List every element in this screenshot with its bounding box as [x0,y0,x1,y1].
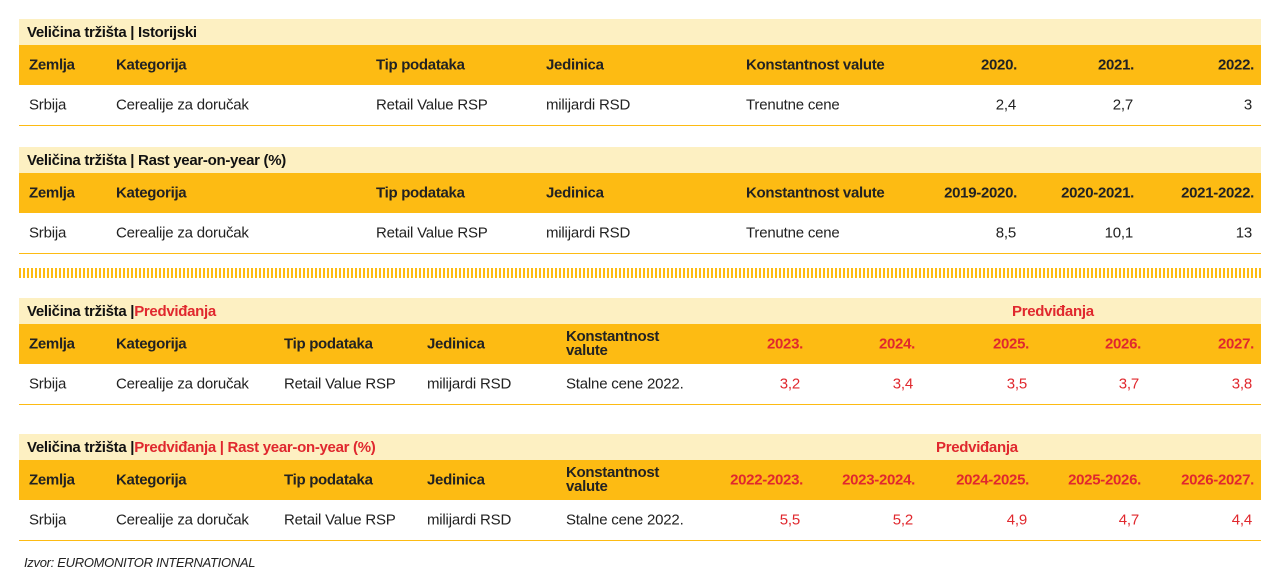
col-year: 2027. [1217,335,1254,353]
col-unit: Jedinica [546,56,604,74]
col-year: 2022. [1217,56,1254,74]
col-year: 2024. [878,335,915,353]
col-data-type: Tip podataka [376,184,465,202]
table-header: Zemlja Kategorija Tip podataka Jedinica … [19,173,1261,213]
col-period: 2022-2023. [730,471,803,489]
cell-value: 3,5 [1006,375,1027,393]
col-period: 2019-2020. [944,184,1017,202]
cell-currency: Trenutne cene [746,96,840,114]
col-country: Zemlja [29,56,75,74]
table-historical-growth: Veličina tržišta | Rast year-on-year (%)… [19,147,1261,254]
cell-data-type: Retail Value RSP [376,224,488,242]
col-unit: Jedinica [427,335,485,353]
table-title: Veličina tržišta | Istorijski [19,19,1261,45]
table-title: Veličina tržišta | Predviđanja Predviđan… [19,298,1261,324]
source-note: Izvor: EUROMONITOR INTERNATIONAL [24,555,256,570]
cell-value: 3,8 [1231,375,1252,393]
cell-value: 4,4 [1231,511,1252,529]
table-forecast-growth: Veličina tržišta | Predviđanja | Rast ye… [19,434,1261,541]
col-data-type: Tip podataka [284,335,373,353]
cell-country: Srbija [29,96,67,114]
col-year: 2020. [980,56,1017,74]
col-country: Zemlja [29,184,75,202]
table-header: Zemlja Kategorija Tip podataka Jedinica … [19,460,1261,500]
col-currency: Konstantnost valute [566,464,660,495]
col-category: Kategorija [116,56,187,74]
cell-value: 4,7 [1118,511,1139,529]
cell-value: 13 [1235,224,1253,242]
col-currency: Konstantnost valute [566,328,660,359]
dotted-divider [19,268,1261,278]
cell-value: 4,9 [1006,511,1027,529]
table-row: Srbija Cerealije za doručak Retail Value… [19,500,1261,541]
cell-value: 3,2 [779,375,800,393]
cell-value: 8,5 [995,224,1016,242]
col-currency: Konstantnost valute [746,184,885,202]
col-unit: Jedinica [546,184,604,202]
table-title: Veličina tržišta | Rast year-on-year (%) [19,147,1261,173]
cell-currency: Stalne cene 2022. [566,375,684,393]
cell-value: 3,4 [892,375,913,393]
table-row: Srbija Cerealije za doručak Retail Value… [19,213,1261,254]
cell-unit: milijardi RSD [427,375,512,393]
cell-data-type: Retail Value RSP [376,96,488,114]
col-category: Kategorija [116,335,187,353]
cell-value: 2,7 [1112,96,1133,114]
col-category: Kategorija [116,471,187,489]
forecast-label: Predviđanja [1012,302,1094,320]
cell-currency: Trenutne cene [746,224,840,242]
col-period: 2021-2022. [1181,184,1254,202]
table-title: Veličina tržišta | Predviđanja | Rast ye… [19,434,1261,460]
col-data-type: Tip podataka [376,56,465,74]
col-data-type: Tip podataka [284,471,373,489]
cell-value: 10,1 [1104,224,1134,242]
cell-value: 2,4 [995,96,1016,114]
col-period: 2026-2027. [1181,471,1254,489]
cell-value: 3 [1243,96,1252,114]
col-country: Zemlja [29,335,75,353]
col-category: Kategorija [116,184,187,202]
table-header: Zemlja Kategorija Tip podataka Jedinica … [19,45,1261,85]
cell-unit: milijardi RSD [427,511,512,529]
cell-value: 5,2 [892,511,913,529]
col-period: 2025-2026. [1068,471,1141,489]
col-country: Zemlja [29,471,75,489]
col-period: 2024-2025. [956,471,1029,489]
col-period: 2023-2024. [842,471,915,489]
col-year: 2021. [1097,56,1134,74]
table-historical: Veličina tržišta | Istorijski Zemlja Kat… [19,19,1261,126]
table-row: Srbija Cerealije za doručak Retail Value… [19,364,1261,405]
table-row: Srbija Cerealije za doručak Retail Value… [19,85,1261,126]
cell-value: 5,5 [779,511,800,529]
cell-category: Cerealije za doručak [116,511,249,529]
table-header: Zemlja Kategorija Tip podataka Jedinica … [19,324,1261,364]
forecast-label: Predviđanja [936,438,1018,456]
cell-country: Srbija [29,224,67,242]
col-year: 2026. [1104,335,1141,353]
cell-category: Cerealije za doručak [116,375,249,393]
col-year: 2025. [992,335,1029,353]
cell-country: Srbija [29,511,67,529]
cell-data-type: Retail Value RSP [284,511,396,529]
cell-unit: milijardi RSD [546,224,631,242]
col-year: 2023. [766,335,803,353]
cell-country: Srbija [29,375,67,393]
col-period: 2020-2021. [1061,184,1134,202]
col-unit: Jedinica [427,471,485,489]
cell-data-type: Retail Value RSP [284,375,396,393]
cell-category: Cerealije za doručak [116,96,249,114]
cell-value: 3,7 [1118,375,1139,393]
cell-category: Cerealije za doručak [116,224,249,242]
cell-currency: Stalne cene 2022. [566,511,684,529]
table-forecast: Veličina tržišta | Predviđanja Predviđan… [19,298,1261,405]
col-currency: Konstantnost valute [746,56,885,74]
cell-unit: milijardi RSD [546,96,631,114]
